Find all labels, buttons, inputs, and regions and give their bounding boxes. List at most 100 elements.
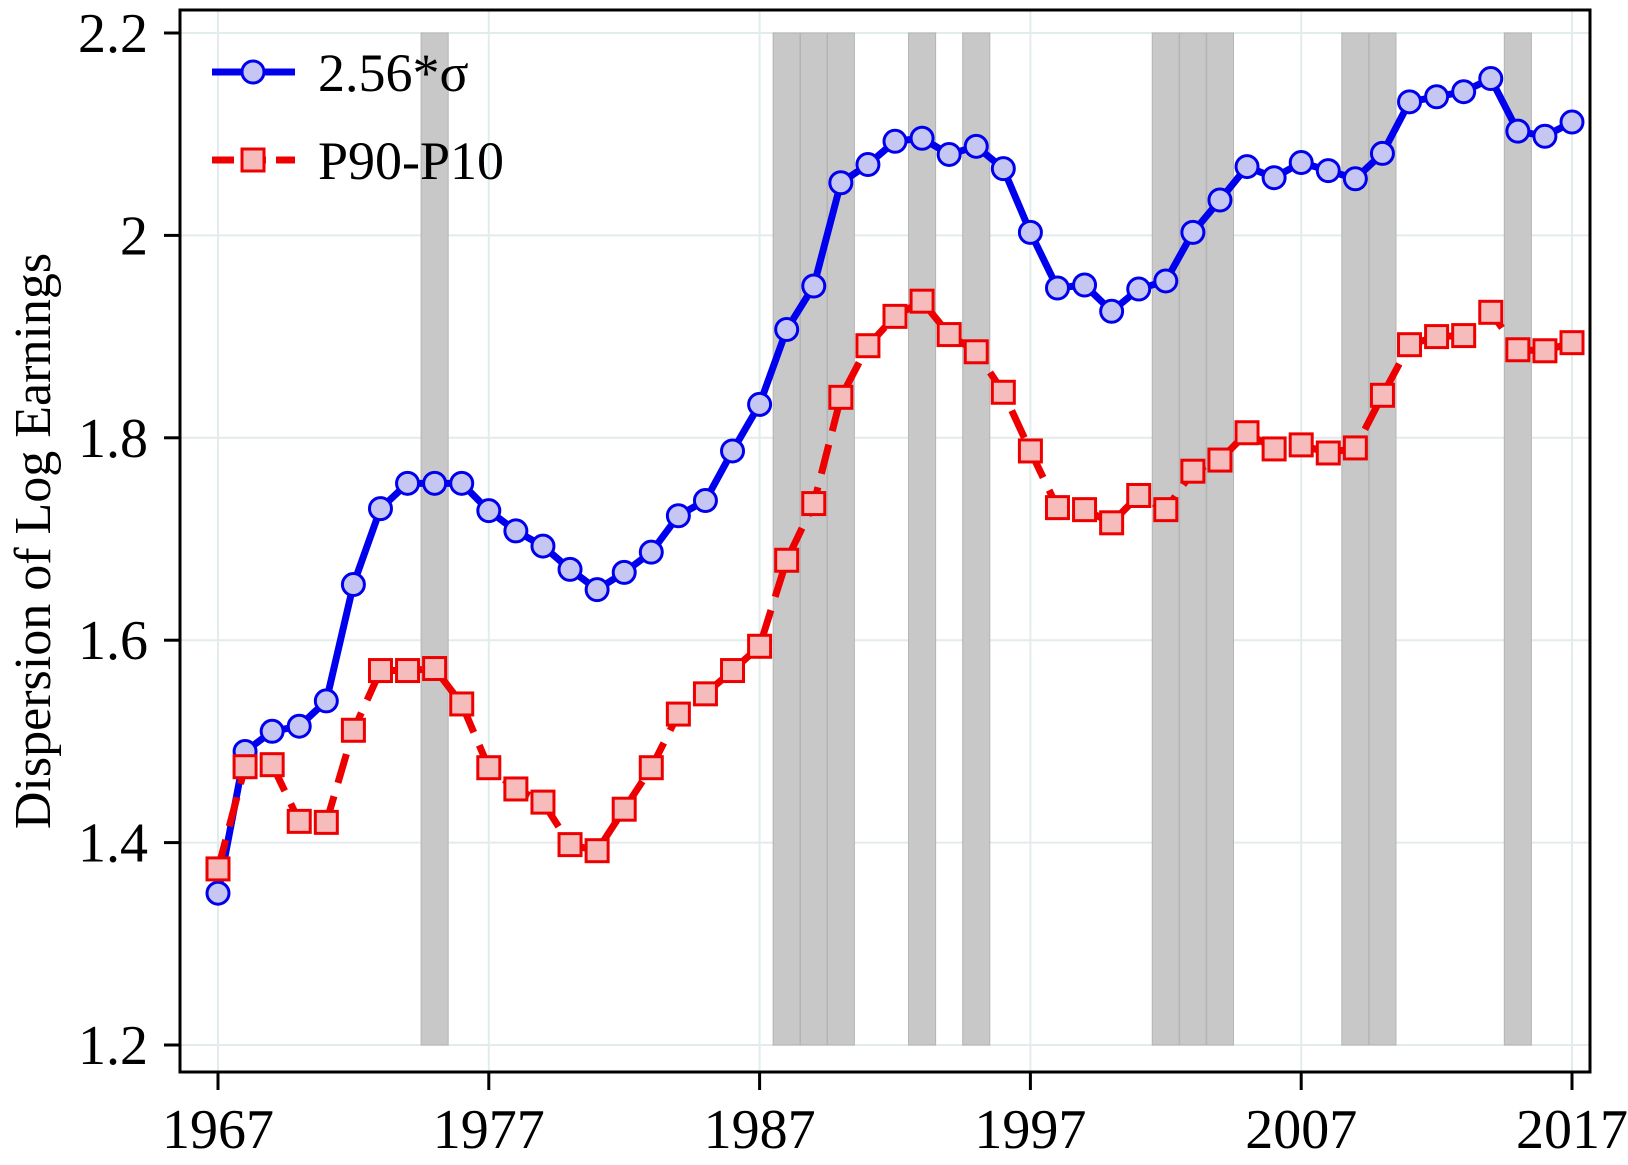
data-point — [963, 133, 989, 159]
data-point — [855, 152, 881, 178]
y-tick-label: 2.2 — [78, 3, 148, 65]
data-point — [774, 317, 800, 343]
data-point — [801, 273, 827, 299]
data-point — [530, 789, 556, 815]
recession-band — [962, 32, 991, 1046]
legend-label: 2.56*σ — [318, 43, 469, 103]
recession-band — [1151, 32, 1235, 1046]
data-point — [1072, 272, 1098, 298]
legend-item: P90-P10 — [212, 131, 504, 191]
data-point — [665, 701, 691, 727]
data-point — [1207, 447, 1233, 473]
data-point — [1261, 436, 1287, 462]
data-point — [1315, 158, 1341, 184]
data-point — [395, 658, 421, 684]
data-point — [530, 533, 556, 559]
data-point — [828, 384, 854, 410]
data-point — [855, 333, 881, 359]
data-point — [1451, 323, 1477, 349]
x-tick-label: 2007 — [1245, 1099, 1357, 1161]
data-point — [638, 755, 664, 781]
series-1 — [205, 66, 1585, 906]
data-point — [747, 633, 773, 659]
data-point — [963, 339, 989, 365]
data-point — [1559, 109, 1585, 135]
data-point — [259, 718, 285, 744]
data-point — [1180, 458, 1206, 484]
recession-band — [908, 32, 937, 1046]
data-point — [367, 658, 393, 684]
data-point — [1505, 118, 1531, 144]
data-point — [1153, 497, 1179, 523]
data-point — [503, 776, 529, 802]
series-2 — [205, 288, 1585, 882]
data-point — [1342, 166, 1368, 192]
data-point — [936, 322, 962, 348]
data-point — [828, 170, 854, 196]
data-point — [286, 808, 312, 834]
legend-swatch-marker — [240, 59, 266, 85]
data-point — [1288, 432, 1314, 458]
data-point — [1478, 299, 1504, 325]
y-tick-label: 1.6 — [78, 610, 148, 672]
data-point — [936, 141, 962, 167]
data-point — [1234, 154, 1260, 180]
data-point — [882, 303, 908, 329]
legend-item: 2.56*σ — [212, 43, 469, 103]
data-point — [1126, 276, 1152, 302]
data-point — [1288, 150, 1314, 176]
data-point — [990, 379, 1016, 405]
data-point — [801, 491, 827, 517]
y-axis-ticks: 1.2 1.4 1.6 1.8 2 2.2 — [78, 3, 180, 1077]
recession-band — [420, 32, 449, 1046]
recession-band — [772, 32, 855, 1046]
data-point — [1532, 338, 1558, 364]
data-point — [1397, 89, 1423, 115]
data-point — [205, 856, 231, 882]
y-axis-title: Dispersion of Log Earnings — [5, 253, 62, 829]
x-axis-ticks: 1967 1977 1987 1997 2007 2017 — [162, 1072, 1628, 1161]
data-point — [395, 470, 421, 496]
data-point — [449, 691, 475, 717]
data-point — [557, 832, 583, 858]
data-point — [1099, 298, 1125, 324]
y-tick-label: 1.4 — [78, 813, 148, 875]
data-point — [692, 681, 718, 707]
data-point — [1017, 438, 1043, 464]
data-point — [1397, 332, 1423, 358]
data-point — [882, 128, 908, 154]
data-point — [1126, 482, 1152, 508]
x-tick-label: 1977 — [433, 1099, 545, 1161]
data-point — [720, 658, 746, 684]
data-point — [584, 838, 610, 864]
plot-frame — [178, 8, 1592, 1074]
data-point — [747, 391, 773, 417]
data-point — [1424, 84, 1450, 110]
data-point — [1424, 324, 1450, 350]
data-point — [1153, 268, 1179, 294]
data-point — [340, 572, 366, 598]
data-point — [232, 754, 258, 780]
data-point — [476, 755, 502, 781]
legend-label: P90-P10 — [318, 131, 504, 191]
data-point — [720, 438, 746, 464]
data-point — [1017, 219, 1043, 245]
x-tick-label: 1967 — [162, 1099, 274, 1161]
data-point — [909, 288, 935, 314]
data-point — [1044, 275, 1070, 301]
data-point — [1207, 187, 1233, 213]
legend: 2.56*σ P90-P10 — [212, 43, 504, 191]
recession-band — [1503, 32, 1532, 1046]
data-point — [1559, 330, 1585, 356]
x-tick-label: 1987 — [704, 1099, 816, 1161]
data-point — [1044, 495, 1070, 521]
data-point — [584, 577, 610, 603]
data-point — [422, 656, 448, 682]
recession-bands — [420, 32, 1532, 1046]
y-tick-label: 2 — [120, 205, 148, 267]
data-point — [503, 518, 529, 544]
data-point — [1532, 123, 1558, 149]
series-lines — [205, 66, 1585, 906]
